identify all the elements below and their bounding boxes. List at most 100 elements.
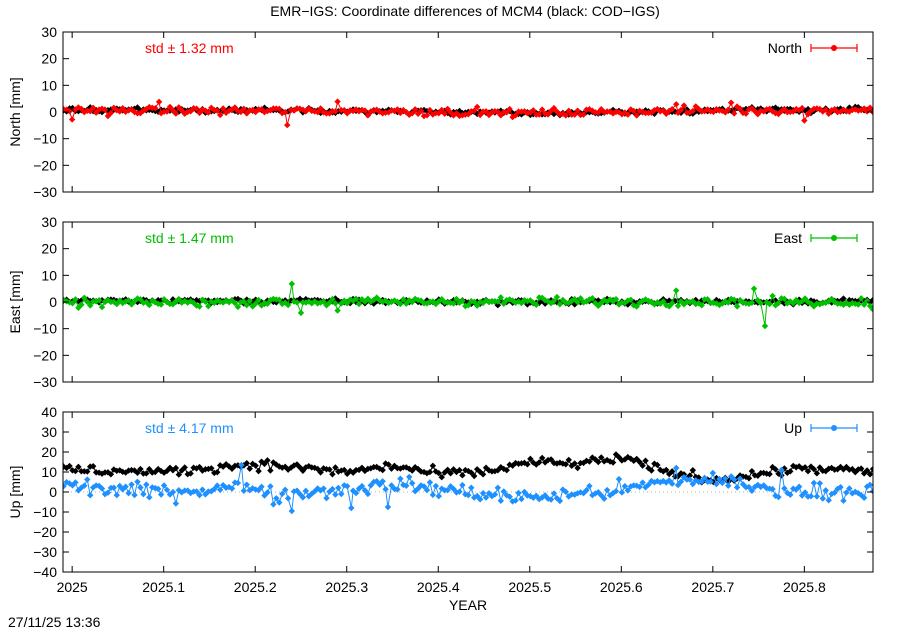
east-point (598, 299, 605, 307)
east-point (863, 297, 871, 305)
cod-igs-point (379, 466, 386, 474)
east-point (860, 301, 868, 308)
up-point (432, 482, 440, 490)
north-point (98, 105, 106, 112)
up-point (772, 492, 779, 499)
up-point (388, 482, 395, 489)
east-point (95, 297, 103, 304)
cod-igs-point (857, 465, 865, 472)
up-point (459, 481, 466, 489)
east-point (326, 299, 333, 306)
cod-igs-point (131, 105, 138, 112)
east-point (580, 299, 587, 306)
east-point (651, 301, 658, 308)
north-point (816, 105, 824, 113)
north-point (790, 108, 797, 115)
east-point (246, 297, 253, 304)
cod-igs-point (459, 472, 466, 479)
north-point (810, 105, 818, 112)
up-point (521, 488, 528, 496)
cod-igs-point (804, 105, 812, 113)
east-point (730, 296, 738, 303)
cod-igs-point (624, 453, 632, 461)
east-point (618, 299, 626, 306)
cod-igs-point (196, 463, 203, 471)
north-point (104, 112, 112, 120)
north-point (565, 107, 572, 114)
cod-igs-point (618, 457, 626, 464)
east-point (202, 298, 209, 305)
north-point (84, 107, 91, 114)
cod-igs-point (547, 456, 555, 463)
north-point (231, 104, 239, 111)
cod-igs-point (31, 465, 37, 471)
east-point (0, 300, 5, 306)
cod-igs-point (66, 462, 73, 470)
up-point (500, 488, 507, 495)
cod-igs-point (609, 459, 617, 466)
up-point (0, 479, 2, 485)
y-axis-label: East [mm] (7, 270, 23, 333)
north-point (450, 112, 457, 119)
up-point (63, 482, 67, 490)
up-point (716, 475, 723, 483)
up-point (288, 507, 296, 515)
cod-igs-point (600, 458, 608, 465)
north-point (234, 107, 242, 115)
up-point (476, 496, 484, 503)
cod-igs-point (332, 464, 339, 471)
up-point (276, 499, 283, 506)
north-point (276, 105, 283, 113)
cod-igs-point (654, 461, 661, 469)
up-point (72, 479, 79, 486)
cod-igs-point (37, 299, 43, 305)
east-point (113, 300, 120, 308)
cod-igs-point (603, 456, 611, 464)
cod-igs-point (568, 462, 575, 469)
north-point (341, 107, 348, 114)
north-point (574, 107, 581, 114)
north-point (742, 110, 750, 117)
cod-igs-point (556, 459, 564, 466)
cod-igs-point (778, 472, 785, 479)
east-point (157, 301, 165, 308)
north-point (541, 110, 549, 117)
east-point (104, 297, 112, 304)
up-point (725, 482, 732, 489)
up-point (279, 490, 286, 498)
north-point (0, 106, 5, 112)
cod-igs-point (0, 462, 5, 468)
y-axis-label: North [mm] (7, 77, 23, 146)
y-tick-label: 20 (41, 51, 57, 67)
up-point (713, 480, 720, 488)
up-point (547, 496, 555, 503)
north-point (645, 109, 652, 117)
east-point (31, 300, 37, 306)
up-point (128, 481, 135, 488)
up-point (329, 485, 336, 493)
east-point (761, 322, 769, 330)
cod-igs-point (84, 468, 91, 475)
north-point (733, 103, 741, 110)
up-point (515, 489, 522, 497)
cod-igs-point (739, 473, 747, 480)
y-tick-label: −30 (33, 374, 57, 390)
north-point (44, 95, 50, 101)
up-point (494, 484, 502, 491)
north-point (860, 105, 868, 112)
cod-igs-point (751, 472, 759, 479)
north-point (302, 108, 310, 115)
up-point (807, 493, 815, 500)
north-point (34, 105, 40, 111)
north-point (281, 108, 289, 116)
east-point (329, 295, 336, 303)
cod-igs-point (246, 465, 253, 472)
cod-igs-point (143, 470, 150, 477)
up-point (524, 492, 531, 499)
cod-igs-point (766, 470, 773, 478)
cod-igs-point (25, 297, 31, 303)
up-point (228, 485, 236, 492)
cod-igs-point (28, 461, 34, 467)
cod-igs-point (636, 458, 643, 466)
north-point (258, 106, 265, 113)
